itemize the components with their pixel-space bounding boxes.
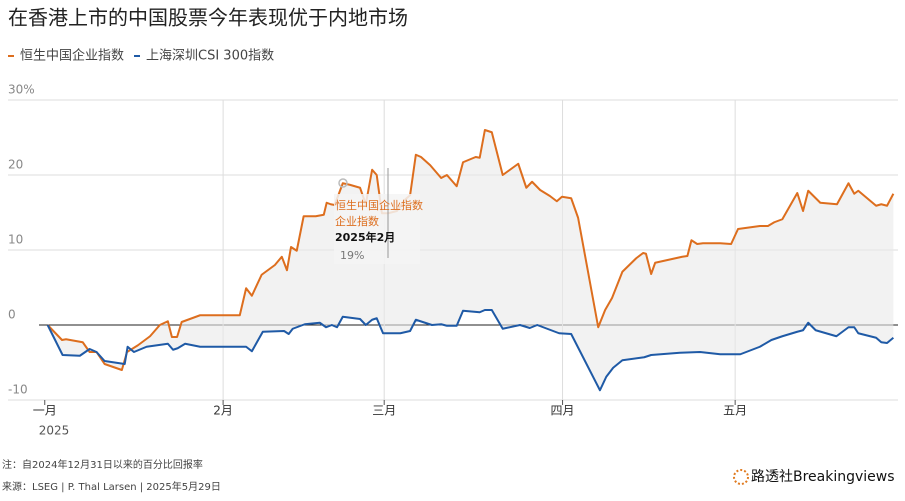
logo: 路透社Breakingviews bbox=[751, 469, 895, 485]
y-tick-label: 20 bbox=[8, 158, 23, 172]
chart-title: 在香港上市的中国股票今年表现优于内地市场 bbox=[8, 6, 408, 30]
x-tick-label: 四月 bbox=[551, 404, 575, 418]
plot bbox=[46, 129, 895, 392]
legend: 恒生中国企业指数 上海深圳CSI 300指数 bbox=[8, 48, 274, 64]
tooltip-series: 恒生中国企业指数 bbox=[335, 198, 423, 212]
tooltip: 恒生中国企业指数 企业指数 2025年2月 19% bbox=[334, 168, 423, 264]
note: 注：自2024年12月31日以来的百分比回报率 bbox=[2, 458, 203, 471]
tooltip-series-wrap: 企业指数 bbox=[335, 214, 379, 228]
tooltip-date: 2025年2月 bbox=[335, 230, 395, 244]
y-tick-label: 0 bbox=[8, 308, 16, 322]
x-year-label: 2025 bbox=[39, 424, 70, 438]
x-tick-label: 2月 bbox=[213, 404, 233, 418]
series-line bbox=[46, 129, 895, 371]
x-tick-label: 一月 bbox=[33, 404, 57, 418]
tooltip-box bbox=[334, 194, 420, 264]
legend-label: 恒生中国企业指数 bbox=[20, 48, 124, 64]
y-tick-label: 10 bbox=[8, 233, 23, 247]
y-tick-label: -10 bbox=[8, 383, 28, 397]
spread-area bbox=[47, 130, 894, 391]
x-tick-label: 五月 bbox=[723, 404, 747, 418]
source: 来源：LSEG | P. Thal Larsen | 2025年5月29日 bbox=[2, 480, 221, 493]
x-tick-label: 三月 bbox=[372, 404, 396, 418]
y-tick-label: 30% bbox=[8, 83, 35, 97]
series-line bbox=[46, 309, 895, 392]
legend-label: 上海深圳CSI 300指数 bbox=[146, 49, 274, 64]
hover-point bbox=[338, 178, 348, 188]
tooltip-value: 19% bbox=[340, 249, 364, 262]
logo-icon bbox=[733, 469, 749, 485]
